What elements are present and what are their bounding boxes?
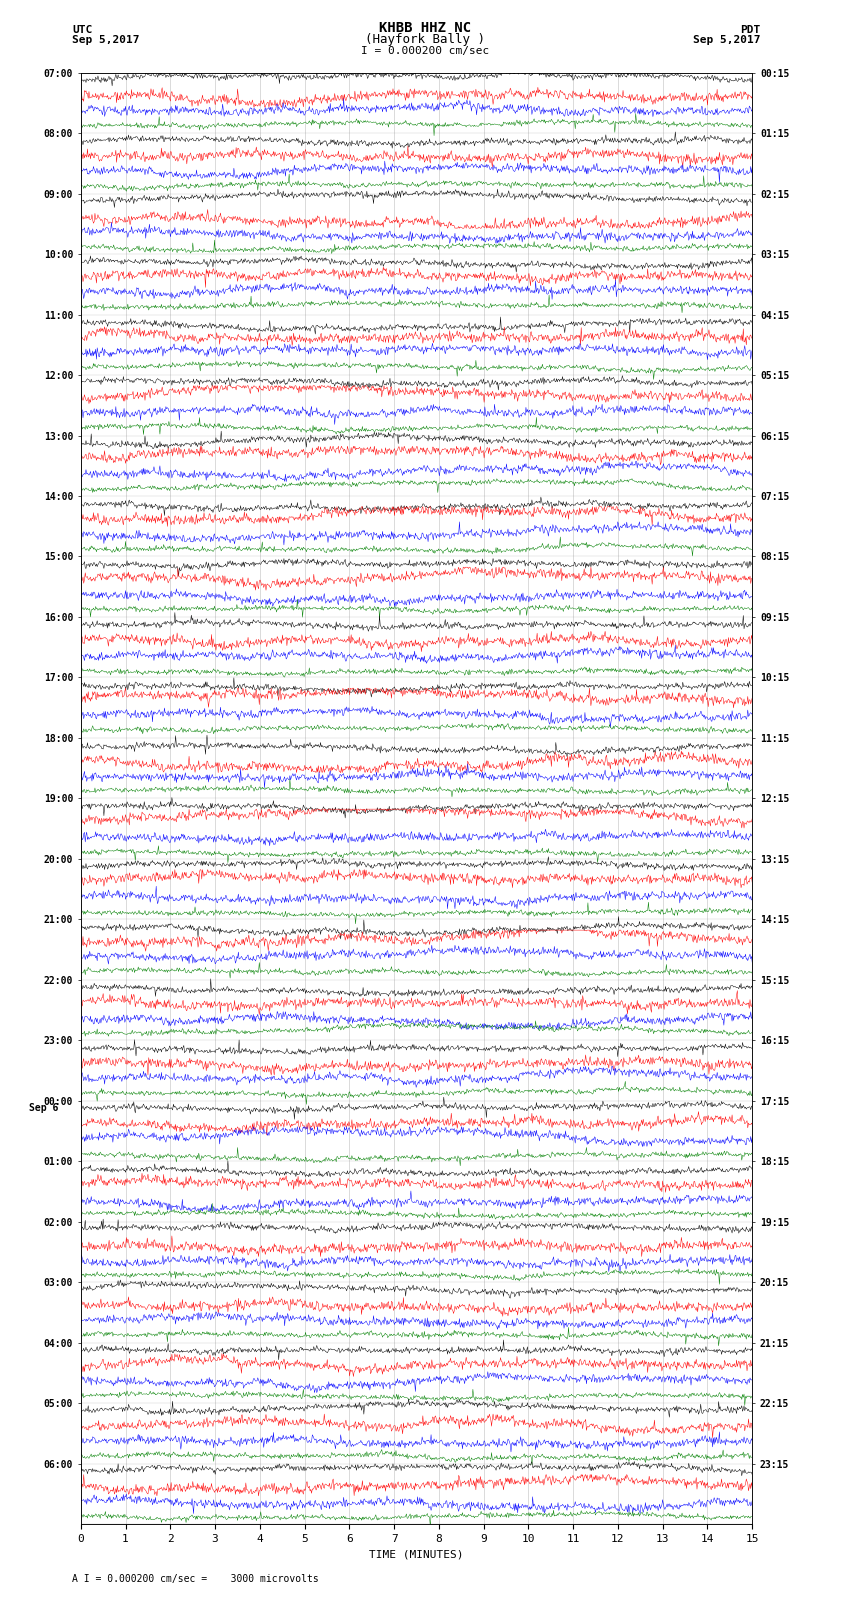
Text: PDT: PDT: [740, 24, 761, 35]
Text: KHBB HHZ NC: KHBB HHZ NC: [379, 21, 471, 35]
Text: UTC: UTC: [72, 24, 93, 35]
Text: Sep 5,2017: Sep 5,2017: [694, 35, 761, 45]
X-axis label: TIME (MINUTES): TIME (MINUTES): [369, 1550, 464, 1560]
Text: I = 0.000200 cm/sec: I = 0.000200 cm/sec: [361, 47, 489, 56]
Text: (Hayfork Bally ): (Hayfork Bally ): [365, 32, 485, 45]
Text: A I = 0.000200 cm/sec =    3000 microvolts: A I = 0.000200 cm/sec = 3000 microvolts: [72, 1574, 319, 1584]
Text: Sep 6: Sep 6: [29, 1103, 59, 1113]
Text: Sep 5,2017: Sep 5,2017: [72, 35, 139, 45]
